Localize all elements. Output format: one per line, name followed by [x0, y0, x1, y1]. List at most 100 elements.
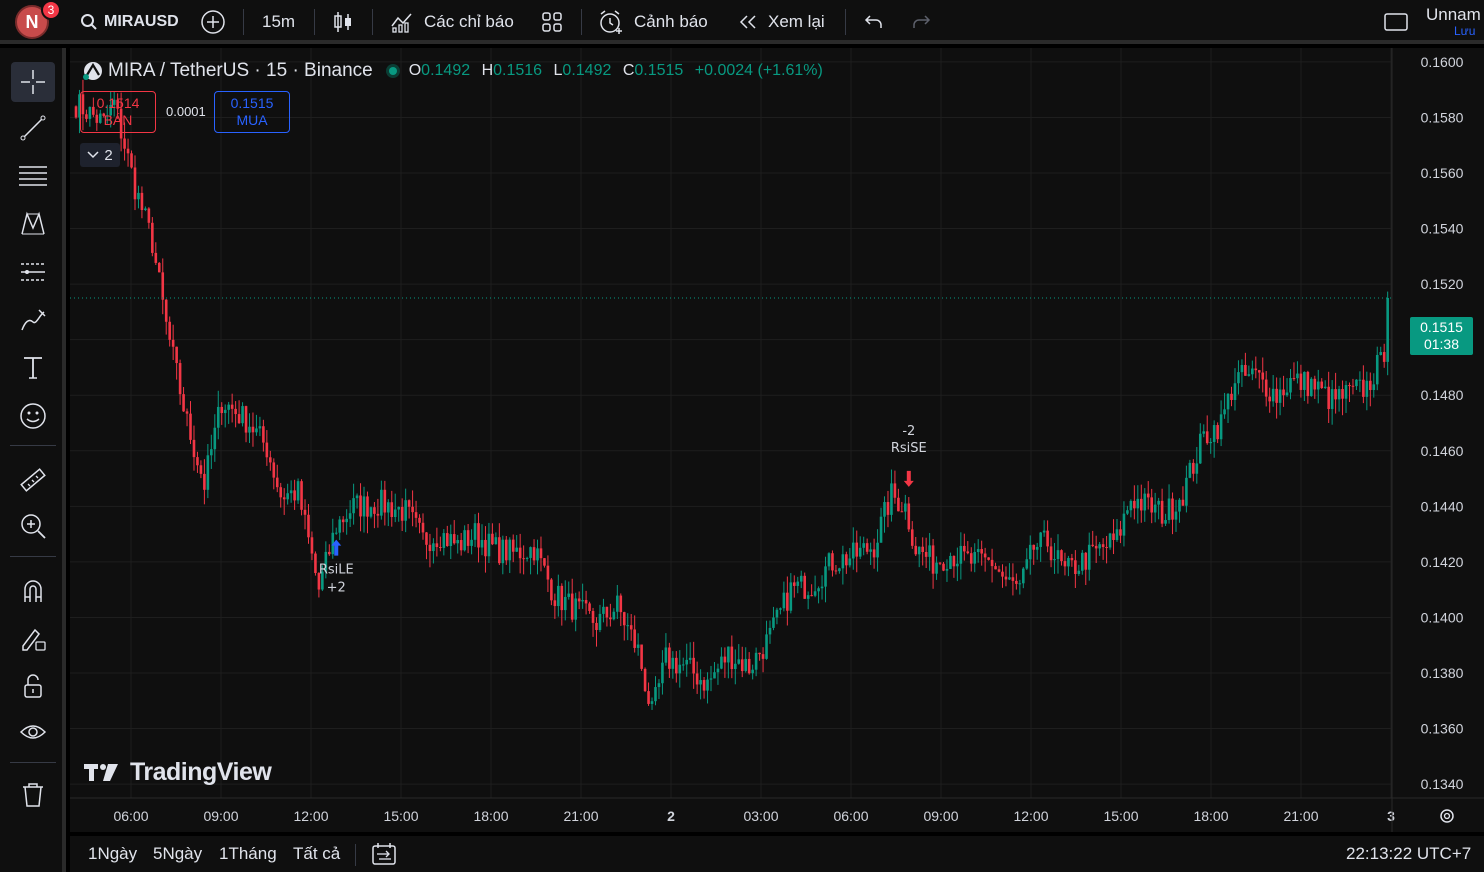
candle-body — [1015, 580, 1018, 584]
range-5d-button[interactable]: 5Ngày — [153, 844, 203, 863]
magnet-tool[interactable] — [11, 570, 55, 610]
candle-body — [279, 487, 283, 498]
candle-body — [334, 532, 338, 534]
candle-body — [532, 547, 536, 561]
last-price: 0.1515 — [1420, 319, 1463, 335]
sell-arrow-icon — [903, 470, 914, 487]
candle-body — [1181, 499, 1185, 506]
alerts-button[interactable]: Cảnh báo — [598, 0, 708, 44]
candle-body — [168, 321, 171, 340]
hide-drawings-tool[interactable] — [11, 712, 55, 752]
text-tool[interactable] — [11, 348, 55, 388]
candle-body — [116, 99, 119, 109]
candle-body — [917, 546, 921, 555]
candle-body — [862, 543, 865, 548]
range-all-button[interactable]: Tất cả — [293, 844, 341, 863]
symbol-title[interactable]: MIRA / TetherUS · 15 · Binance — [108, 60, 373, 81]
candle-body — [1306, 371, 1310, 397]
candle-body — [494, 537, 498, 545]
candle-body — [786, 592, 789, 611]
collapse-indicators-button[interactable]: 2 — [80, 143, 120, 167]
symbol-search-button[interactable]: MIRAUSD — [80, 0, 179, 44]
candle-body — [897, 497, 900, 512]
layout-name[interactable]: Unnam — [1426, 5, 1481, 24]
emoji-tool[interactable] — [11, 396, 55, 436]
buy-button[interactable]: 0.1515 MUA — [214, 91, 290, 133]
templates-button[interactable] — [541, 0, 563, 44]
x-tick-label: 15:00 — [1103, 808, 1138, 824]
candle-body — [813, 591, 817, 596]
interval-button[interactable]: 15m — [262, 12, 296, 31]
candle-body — [216, 406, 220, 428]
x-tick-label: 21:00 — [563, 808, 598, 824]
candle-body — [980, 549, 983, 554]
candle-body — [1261, 372, 1265, 380]
candle-body — [95, 114, 99, 123]
candle-body — [633, 629, 636, 648]
candle-body — [456, 540, 459, 544]
candle-body — [706, 679, 709, 691]
pencil-lock-icon — [22, 628, 46, 651]
replay-button[interactable]: Xem lại — [737, 0, 825, 44]
brush-tool[interactable] — [11, 300, 55, 340]
candle-body — [1195, 463, 1199, 474]
candle-body — [1233, 383, 1237, 400]
candle-body — [834, 570, 838, 572]
candle-body — [366, 496, 369, 517]
range-1d-button[interactable]: 1Ngày — [88, 844, 138, 863]
remove-drawings-tool[interactable] — [11, 775, 55, 815]
candle-body — [227, 404, 230, 410]
candle-body — [300, 481, 303, 510]
tradingview-watermark[interactable]: TradingView — [84, 756, 272, 788]
chart-type-button[interactable] — [332, 0, 354, 44]
settings-gear-icon[interactable] — [1440, 809, 1454, 823]
undo-button[interactable] — [864, 0, 884, 44]
lock-drawings-tool[interactable] — [11, 666, 55, 706]
candle-body — [85, 114, 88, 119]
candle-body — [293, 490, 296, 501]
range-1m-button[interactable]: 1Tháng — [219, 844, 277, 863]
candle-body — [529, 547, 532, 558]
candle-body — [1136, 498, 1140, 509]
candle-body — [1351, 385, 1355, 387]
keep-drawing-tool[interactable] — [11, 618, 55, 658]
candle-body — [387, 502, 390, 513]
drawing-toolbar — [0, 48, 66, 872]
crosshair-tool[interactable] — [11, 62, 55, 102]
candle-body — [664, 647, 668, 663]
candle-body — [407, 500, 411, 507]
timezone-clock[interactable]: 22:13:22 UTC+7 — [1346, 844, 1472, 863]
save-layout-button[interactable]: Lưu — [1454, 24, 1476, 38]
candle-body — [1018, 583, 1022, 585]
redo-button[interactable] — [911, 0, 931, 44]
compare-symbol-button[interactable] — [200, 0, 226, 44]
forecast-tool[interactable] — [11, 252, 55, 292]
indicators-button[interactable]: Các chỉ báo — [390, 0, 514, 44]
symbol-label: MIRAUSD — [104, 13, 179, 30]
layout-square-button[interactable] — [1383, 0, 1409, 44]
candle-body — [452, 534, 456, 544]
candle-body — [435, 543, 439, 547]
measure-tool[interactable] — [11, 460, 55, 500]
zoom-tool[interactable] — [11, 506, 55, 546]
candle-body — [1271, 388, 1275, 402]
candle-body — [622, 612, 626, 626]
price-chart[interactable]: RsiLE +2 -2 RsiSE 0.1600 0.1580 0.1560 0.1540 0… — [70, 48, 1484, 832]
candle-body — [449, 534, 453, 547]
grid-icon — [542, 12, 562, 32]
fib-retracement-tool[interactable] — [11, 156, 55, 196]
candle-body — [657, 683, 661, 688]
pattern-tool[interactable] — [11, 204, 55, 244]
candle-body — [713, 672, 716, 679]
candle-body — [1365, 380, 1369, 397]
candle-body — [768, 627, 772, 635]
candle-body — [508, 539, 512, 561]
trend-line-tool[interactable] — [11, 108, 55, 148]
sell-button[interactable]: 0.1514 BÁN — [80, 91, 156, 133]
goto-date-button[interactable] — [371, 836, 397, 872]
candle-body — [317, 573, 321, 590]
candle-body — [1070, 557, 1074, 561]
chart-pane[interactable]: RsiLE +2 -2 RsiSE 0.1600 0.1580 0.1560 0.1540 0… — [70, 48, 1484, 832]
chart-legend: MIRA / TetherUS · 15 · Binance O0.1492 H… — [82, 59, 830, 83]
toolbar-divider — [10, 445, 56, 446]
